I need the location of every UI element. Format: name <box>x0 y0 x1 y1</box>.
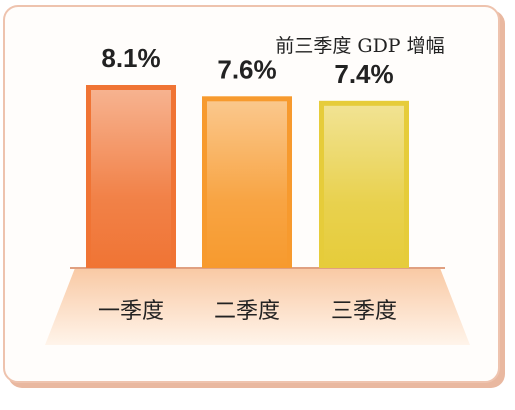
x-tick-label: 一季度 <box>98 299 164 324</box>
value-label: 7.4% <box>334 59 393 89</box>
value-label: 8.1% <box>101 43 160 73</box>
bar-inner <box>91 90 171 268</box>
bar-inner <box>207 101 287 268</box>
bar-inner <box>324 105 404 268</box>
x-tick-label: 三季度 <box>331 299 397 324</box>
value-label: 7.6% <box>217 54 276 84</box>
chart-title: 前三季度 GDP 增幅 <box>275 35 444 57</box>
x-tick-label: 二季度 <box>214 299 280 324</box>
plot: 8.1% 一季度 7.6% 二季度 7.4% 三季度 <box>86 43 409 324</box>
base-platform <box>45 268 470 345</box>
